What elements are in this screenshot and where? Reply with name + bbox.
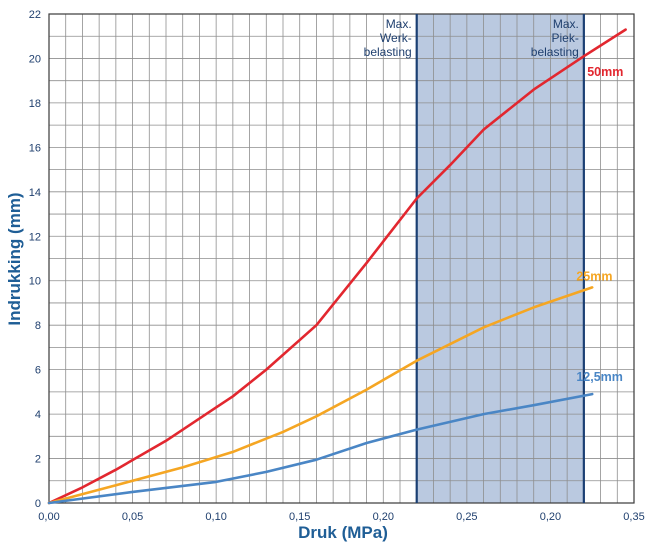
y-tick-label: 16: [29, 142, 41, 154]
plot-border: [48, 13, 635, 504]
y-tick-label: 14: [29, 187, 41, 199]
series-line-12,5mm: [47, 392, 594, 505]
x-tick-label: 0,25: [456, 511, 477, 523]
x-tick-label: 0,10: [205, 511, 226, 523]
zone-label-1-line-1: Piek-: [552, 31, 579, 45]
chart-labels-layer: Max.Werk-belastingMax.Piek-belasting50mm…: [364, 17, 624, 384]
series-label-1: 25mm: [576, 270, 612, 284]
x-tick-label: 0,35: [623, 511, 644, 523]
y-tick-label: 20: [29, 53, 41, 65]
series-line-25mm: [47, 286, 594, 505]
zone-label-0-line-0: Max.: [386, 17, 412, 31]
x-tick-label: 0,05: [122, 511, 143, 523]
plot-frame: [48, 13, 635, 504]
zone-label-1-line-2: belasting: [531, 45, 579, 59]
zone-label-1-line-0: Max.: [553, 17, 579, 31]
y-tick-label: 0: [35, 498, 41, 510]
x-tick-label: 0,00: [38, 511, 59, 523]
y-axis-title: Indrukking (mm): [5, 192, 24, 325]
y-tick-label: 4: [35, 409, 41, 421]
zone-lines-layer: [415, 14, 585, 503]
zone-label-0-line-2: belasting: [364, 45, 412, 59]
series-label-0: 50mm: [587, 65, 623, 79]
series-layer: [47, 28, 627, 505]
zone-label-0-line-1: Werk-: [380, 31, 412, 45]
series-label-2: 12,5mm: [576, 370, 623, 384]
y-tick-label: 6: [35, 365, 41, 377]
y-tick-label: 12: [29, 231, 41, 243]
y-tick-label: 10: [29, 276, 41, 288]
x-axis-title: Druk (MPa): [298, 523, 388, 542]
x-tick-label: 0,20: [540, 511, 561, 523]
tick-labels-layer: 0,00 0,05 0,10 0,15 0,20 0,25 0,20 0,35 0 2 4 6 8 10 1…: [29, 9, 645, 523]
series-line-50mm: [47, 28, 627, 505]
y-tick-label: 18: [29, 98, 41, 110]
y-tick-label: 8: [35, 320, 41, 332]
y-tick-label: 2: [35, 454, 41, 466]
x-tick-label: 0,20: [373, 511, 394, 523]
y-tick-label: 22: [29, 9, 41, 21]
x-tick-label: 0,15: [289, 511, 310, 523]
